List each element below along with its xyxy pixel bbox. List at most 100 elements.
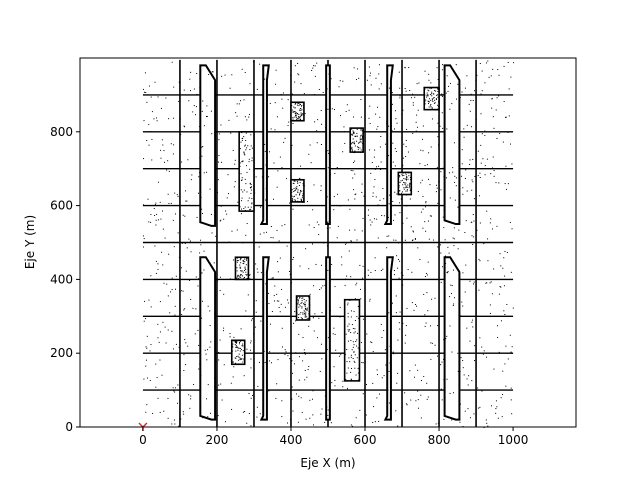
noise-dot [289,273,291,275]
building-stipple [301,317,303,319]
noise-dot [309,399,311,401]
building-stipple [405,185,407,187]
noise-dot [380,323,382,325]
noise-dot [399,87,401,89]
noise-dot [295,393,297,395]
noise-dot [290,380,292,382]
noise-dot [484,130,486,132]
building-stipple [302,190,304,192]
noise-dot [424,206,426,208]
noise-dot [144,91,146,93]
noise-dot [231,74,233,76]
noise-dot [203,125,205,127]
building-stipple [297,302,299,304]
building-stipple [245,264,247,266]
noise-dot [452,171,454,173]
building-stipple [302,104,304,106]
noise-dot [453,227,455,229]
noise-dot [227,193,229,195]
noise-dot [331,382,333,384]
noise-dot [372,195,374,197]
noise-dot [249,83,251,85]
noise-dot [397,372,399,374]
building-stipple [429,105,431,107]
noise-dot [338,355,340,357]
building-stipple [351,133,353,135]
noise-dot [376,128,378,130]
noise-dot [304,379,306,381]
noise-dot [378,165,380,167]
noise-dot [149,380,151,382]
noise-dot [378,393,380,395]
noise-dot [250,340,252,342]
building-stipple [427,100,429,102]
noise-dot [218,139,220,141]
noise-dot [251,160,253,162]
noise-dot [402,322,404,324]
noise-dot [243,375,245,377]
noise-dot [253,185,255,187]
building-stipple [296,116,298,118]
building-stipple [244,269,246,271]
noise-dot [471,380,473,382]
noise-dot [251,203,253,205]
noise-dot [436,187,438,189]
noise-dot [472,244,474,246]
noise-dot [495,412,497,414]
building-stipple [308,317,310,319]
building-stipple [427,89,429,91]
building-stipple [291,105,293,107]
noise-dot [500,397,502,399]
noise-dot [324,421,326,423]
building-stipple [251,157,253,159]
noise-dot [321,358,323,360]
noise-dot [159,201,161,203]
noise-dot [145,346,147,348]
noise-dot [200,374,202,376]
building-stipple [347,325,349,327]
noise-dot [284,306,286,308]
building-stipple [240,273,242,275]
building-stipple [300,317,302,319]
noise-dot [282,107,284,109]
noise-dot [431,342,433,344]
noise-dot [316,142,318,144]
noise-dot [473,413,475,415]
noise-dot [389,362,391,364]
noise-dot [444,360,446,362]
noise-dot [426,274,428,276]
noise-dot [318,317,320,319]
noise-dot [250,425,252,427]
noise-dot [383,198,385,200]
noise-dot [426,382,428,384]
building-stipple [409,185,411,187]
noise-dot [445,263,447,265]
building-stipple [301,113,303,115]
noise-dot [164,326,166,328]
x-tick-label: 1000 [498,433,529,447]
noise-dot [499,286,501,288]
noise-dot [220,383,222,385]
noise-dot [354,298,356,300]
noise-dot [355,193,357,195]
noise-dot [429,215,431,217]
noise-dot [274,300,276,302]
building-stipple [238,340,240,342]
noise-dot [388,203,390,205]
noise-dot [447,270,449,272]
noise-dot [326,112,328,114]
building-stipple [352,131,354,133]
building-stipple [435,98,437,100]
building-stipple [428,101,430,103]
noise-dot [171,289,173,291]
noise-dot [457,370,459,372]
noise-dot [195,114,197,116]
building-stipple [249,183,251,185]
building-stipple [407,184,409,186]
building-stipple [304,303,306,305]
building-stipple [238,356,240,358]
noise-dot [431,298,433,300]
building-stipple [244,356,246,358]
noise-dot [462,305,464,307]
noise-dot [372,192,374,194]
